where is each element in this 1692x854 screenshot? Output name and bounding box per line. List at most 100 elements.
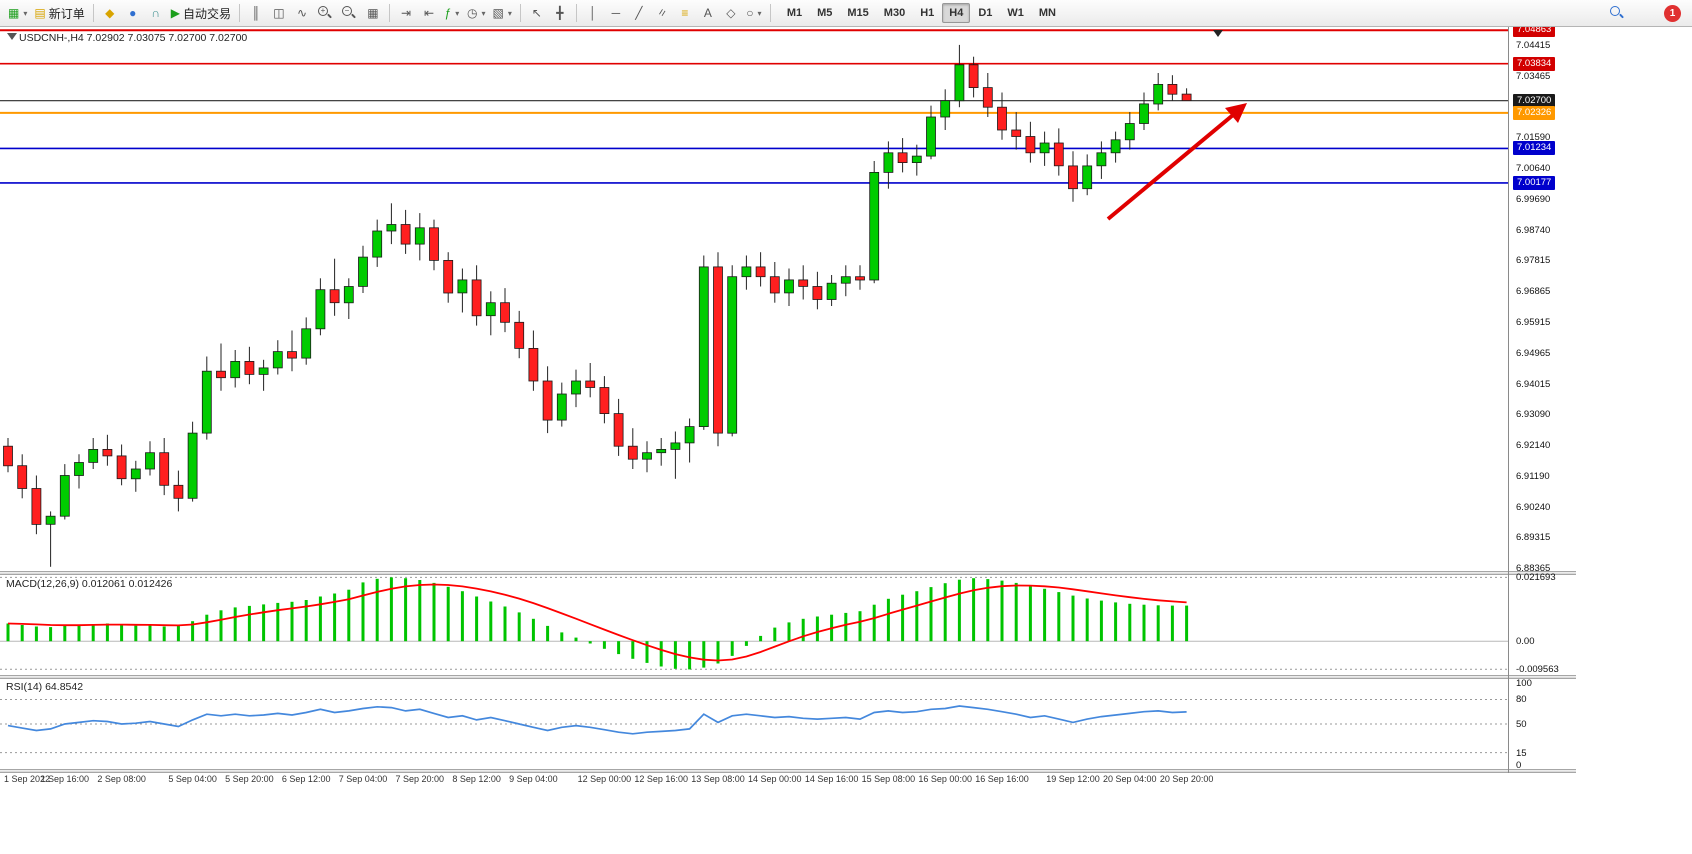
search-button[interactable] xyxy=(1606,2,1629,24)
trendline-icon: ╱ xyxy=(635,6,643,20)
timeframe-H1[interactable]: H1 xyxy=(920,7,935,19)
notification-badge[interactable]: 1 xyxy=(1664,4,1681,22)
timeframe-MN[interactable]: MN xyxy=(1038,7,1056,19)
macd-histogram xyxy=(6,577,1189,670)
chevron-down-icon: ▾ xyxy=(507,8,512,18)
timeframe-M15[interactable]: M15 xyxy=(847,7,869,19)
cursor-tool-button[interactable]: ↖ xyxy=(526,2,548,24)
price-axis-label: 6.96865 xyxy=(1516,285,1551,297)
chevron-down-icon: ▾ xyxy=(481,8,486,18)
text-tool-icon: A xyxy=(703,6,712,20)
line-chart-mode-button[interactable]: ∿ xyxy=(291,2,313,24)
price-axis-label: 6.88365 xyxy=(1516,562,1551,574)
fibonacci-tool-button[interactable]: ≡ xyxy=(674,2,696,24)
price-tag: 7.01234 xyxy=(1513,141,1556,156)
price-axis-label: 6.90240 xyxy=(1516,501,1551,513)
x-axis-label: 8 Sep 12:00 xyxy=(452,774,501,784)
timeframe-group: M1 M5 M15 M30 H1 H4 D1 W1 MN xyxy=(780,3,1063,23)
vertical-line-icon: │ xyxy=(589,6,597,20)
tile-windows-icon: ▦ xyxy=(367,6,379,20)
clock-icon: ◷ xyxy=(466,6,478,20)
timeframe-W1[interactable]: W1 xyxy=(1007,7,1024,19)
horizontal-line-tool-button[interactable]: ─ xyxy=(605,2,627,24)
price-axis-label: 7.00640 xyxy=(1516,162,1551,174)
label-tool-icon: ◇ xyxy=(726,6,736,20)
rsi-axis-label: 100 xyxy=(1516,678,1532,690)
text-tool-button[interactable]: A xyxy=(697,2,719,24)
market-watch-button[interactable]: ◆ xyxy=(99,2,121,24)
price-axis-border xyxy=(1508,27,1509,773)
trend-arrow[interactable] xyxy=(1106,103,1247,221)
headset-icon: ∩ xyxy=(151,6,161,20)
price-tag: 7.03834 xyxy=(1513,56,1556,71)
x-axis-label: 5 Sep 20:00 xyxy=(225,774,274,784)
rsi-label: RSI(14) 64.8542 xyxy=(6,681,84,693)
toolbar-separator xyxy=(92,4,94,22)
timeframe-D1[interactable]: D1 xyxy=(978,7,993,19)
timeframe-M5[interactable]: M5 xyxy=(817,7,833,19)
vertical-line-tool-button[interactable]: │ xyxy=(582,2,604,24)
panel-splitter[interactable] xyxy=(0,769,1576,773)
rsi-axis-label: 0 xyxy=(1516,759,1522,771)
chart-shift-icon: ⇤ xyxy=(423,6,434,20)
tile-windows-button[interactable]: ▦ xyxy=(362,2,384,24)
new-chart-button[interactable]: ▦ ▾ xyxy=(5,2,30,24)
panel-splitter[interactable] xyxy=(0,675,1576,679)
price-chart-svg[interactable] xyxy=(0,27,1508,571)
indicators-button[interactable]: ƒ ▾ xyxy=(441,2,463,24)
x-axis-label: 13 Sep 08:00 xyxy=(691,774,745,784)
trendline-tool-button[interactable]: ╱ xyxy=(628,2,650,24)
price-axis-label: 7.03465 xyxy=(1516,70,1551,82)
auto-trading-button[interactable]: ▶ 自动交易 xyxy=(168,2,234,24)
x-axis-label: 19 Sep 12:00 xyxy=(1046,774,1100,784)
x-axis-label: 9 Sep 04:00 xyxy=(509,774,558,784)
templates-button[interactable]: ▧ ▾ xyxy=(489,2,514,24)
cursor-icon: ↖ xyxy=(531,6,542,20)
macd-axis-label: -0.009563 xyxy=(1516,664,1559,676)
line-chart-icon: ∿ xyxy=(296,6,307,20)
x-axis-label: 6 Sep 12:00 xyxy=(281,774,331,784)
auto-scroll-button[interactable]: ⇥ xyxy=(395,2,417,24)
timeframe-M30[interactable]: M30 xyxy=(883,7,906,19)
price-axis-label: 7.01590 xyxy=(1516,131,1551,143)
panel-splitter[interactable] xyxy=(0,571,1576,575)
crosshair-tool-button[interactable]: ╋ xyxy=(549,2,571,24)
price-axis[interactable]: 7.04415 7.03465 7.01590 7.00640 6.99690 6.987… xyxy=(1510,0,1590,854)
macd-panel-svg[interactable] xyxy=(0,575,1508,675)
rsi-line xyxy=(7,705,1187,735)
rsi-axis-label: 80 xyxy=(1516,694,1527,706)
periods-button[interactable]: ◷ ▾ xyxy=(464,2,489,24)
bar-chart-mode-button[interactable]: ║ xyxy=(245,2,267,24)
price-axis-label: 6.98740 xyxy=(1516,224,1551,236)
timeframe-H4[interactable]: H4 xyxy=(942,3,971,23)
channel-tool-button[interactable]: = xyxy=(651,2,673,24)
price-axis-label: 6.99690 xyxy=(1516,193,1551,205)
time-axis[interactable]: 1 Sep 2022 1 Sep 16:00 2 Sep 08:00 5 Sep 04… xyxy=(0,772,1508,788)
shapes-tool-button[interactable]: ○ ▾ xyxy=(743,2,765,24)
x-axis-label: 20 Sep 04:00 xyxy=(1103,774,1157,784)
zoom-out-button[interactable]: − xyxy=(338,2,361,24)
timeframe-M1[interactable]: M1 xyxy=(786,7,803,19)
price-tag: 7.02326 xyxy=(1513,105,1556,120)
chevron-down-icon: ▾ xyxy=(23,8,28,18)
price-axis-label: 6.91190 xyxy=(1516,470,1550,482)
new-order-button[interactable]: ▤ 新订单 xyxy=(31,2,87,24)
x-axis-label: 7 Sep 20:00 xyxy=(395,774,445,784)
support-button[interactable]: ∩ xyxy=(145,2,167,24)
rsi-panel-svg[interactable] xyxy=(0,679,1508,769)
candlestick-mode-button[interactable]: ◫ xyxy=(268,2,290,24)
chart-shift-button[interactable]: ⇤ xyxy=(418,2,440,24)
toolbar-separator xyxy=(388,4,390,22)
label-tool-button[interactable]: ◇ xyxy=(720,2,742,24)
macd-label: MACD(12,26,9) 0.012061 0.012426 xyxy=(6,578,173,590)
price-axis-label: 6.95915 xyxy=(1516,316,1551,328)
price-axis-label: 6.94965 xyxy=(1516,347,1551,359)
x-axis-label: 2 Sep 08:00 xyxy=(97,774,146,784)
x-axis-label: 20 Sep 20:00 xyxy=(1159,774,1214,784)
zoom-in-button[interactable]: + xyxy=(314,2,337,24)
zoom-out-icon: − xyxy=(341,5,352,16)
profile-button[interactable]: ● xyxy=(122,2,144,24)
chart-title: USDCNH-,H4 7.02902 7.03075 7.02700 7.027… xyxy=(19,32,248,44)
template-icon: ▧ xyxy=(492,6,504,20)
one-click-trading-toggle[interactable] xyxy=(7,33,17,40)
